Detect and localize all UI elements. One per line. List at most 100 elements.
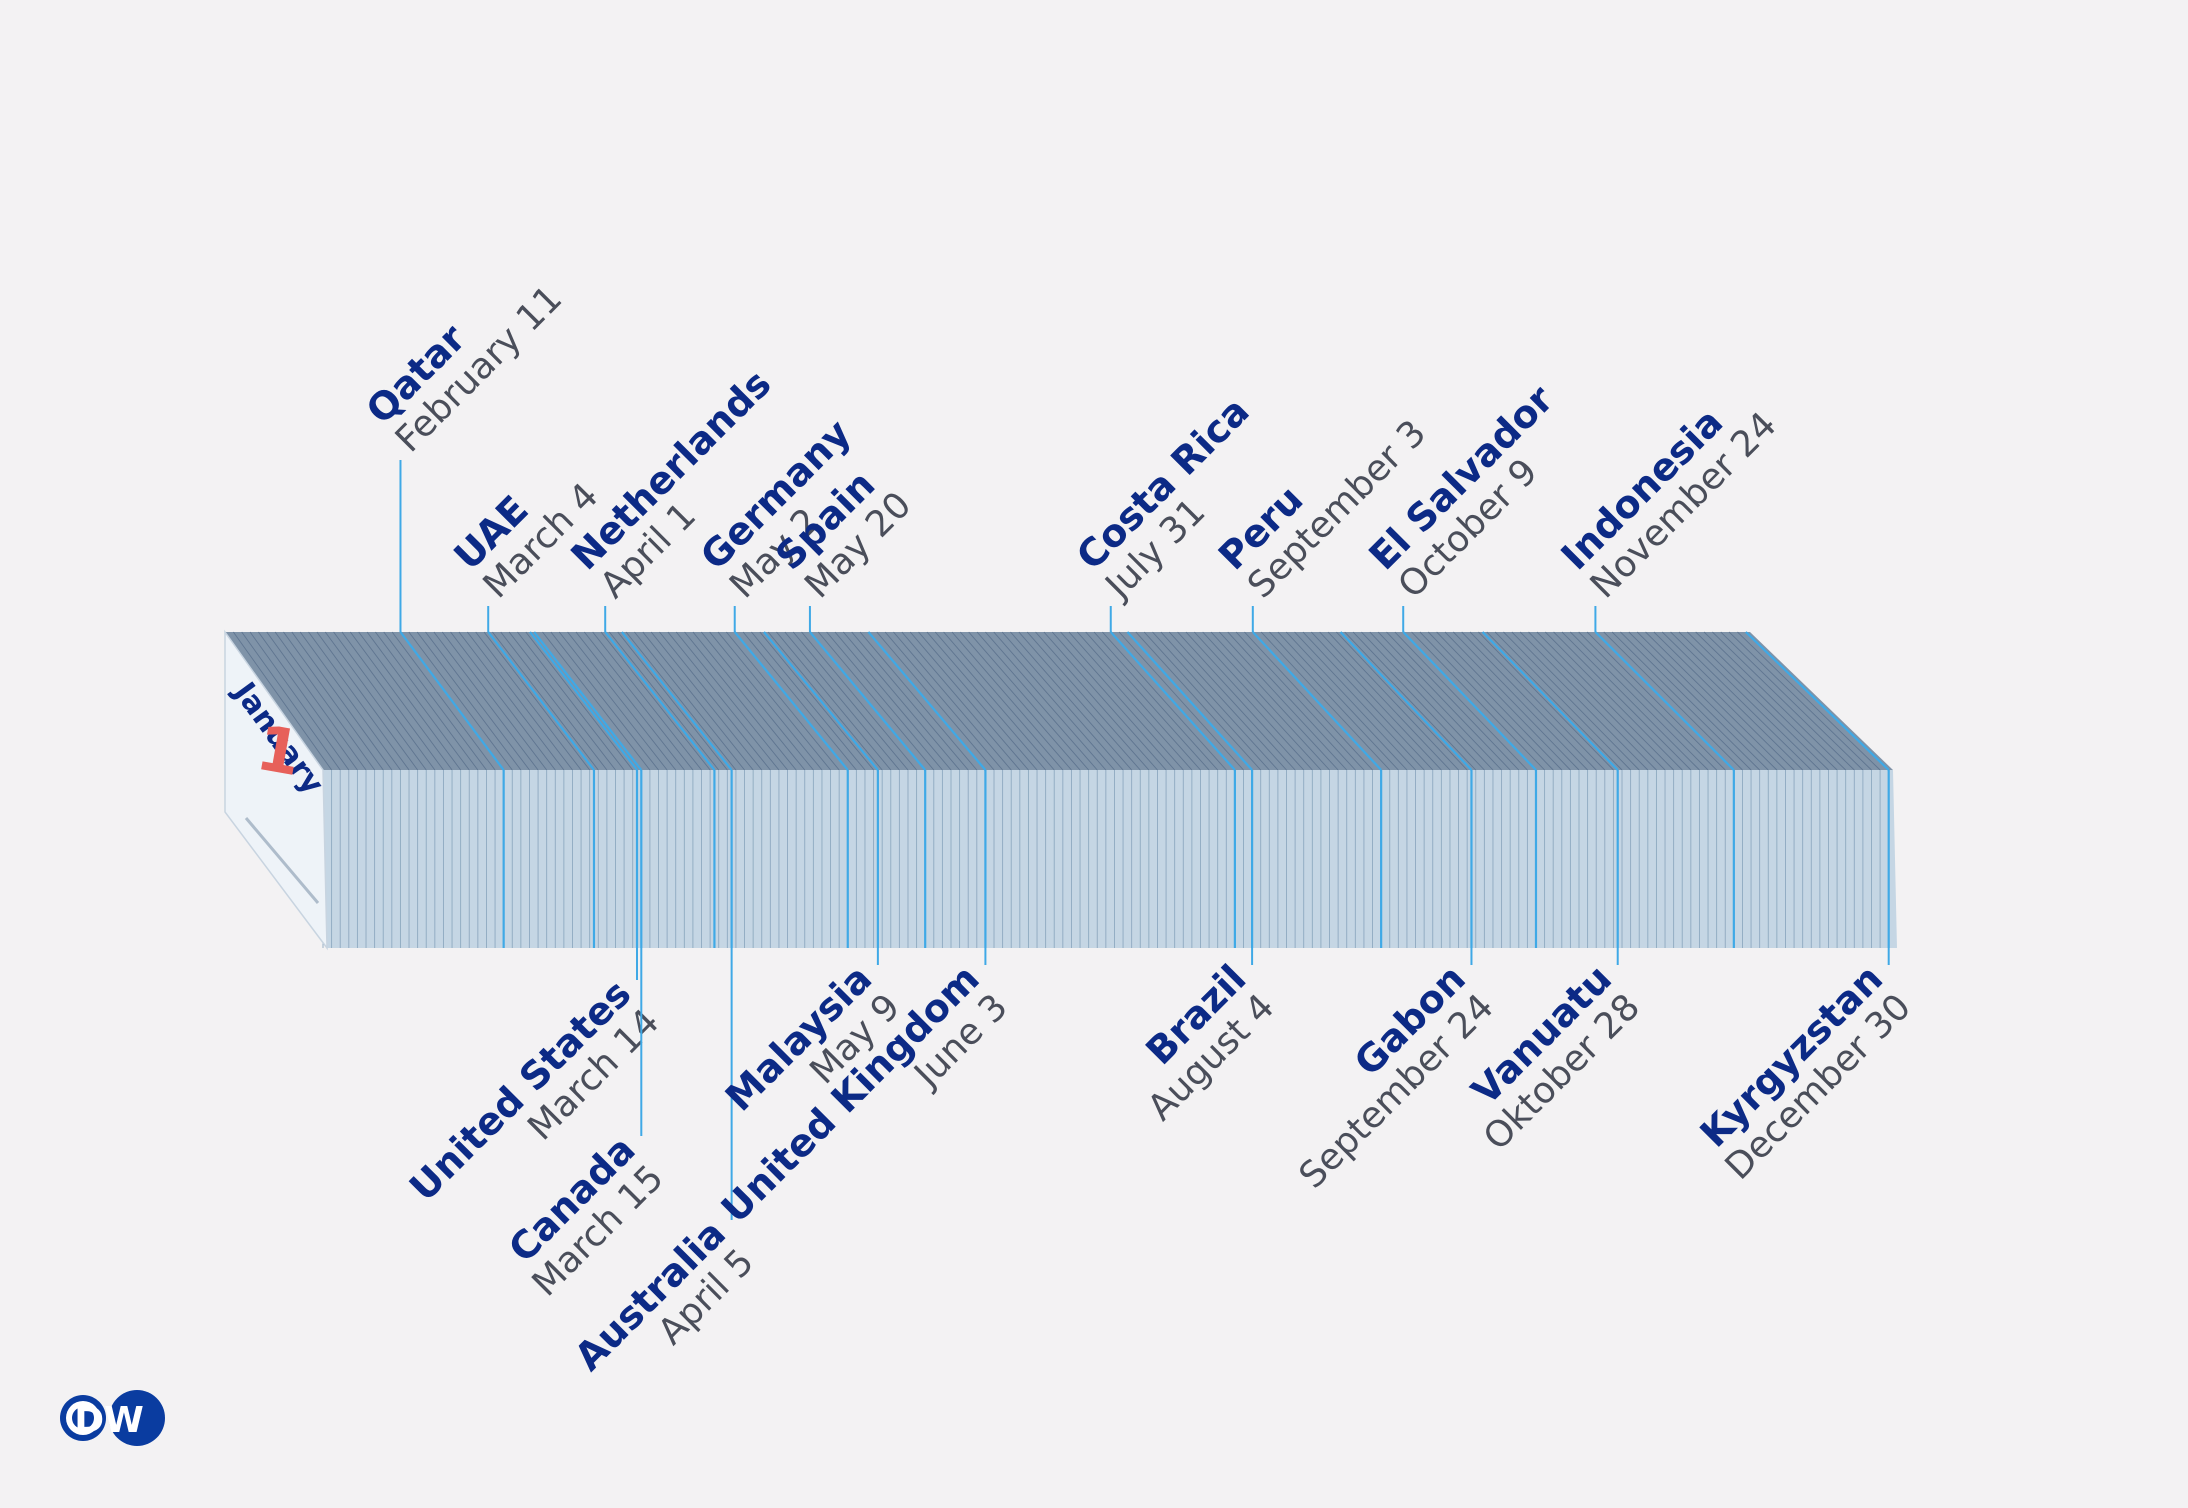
page-edge-top bbox=[1695, 631, 1838, 771]
calendar-front-face bbox=[323, 770, 1897, 948]
page-edge-top bbox=[475, 631, 582, 771]
page-edge-top bbox=[659, 631, 771, 771]
page-edge-top bbox=[1427, 631, 1563, 771]
page-edge-top bbox=[767, 631, 883, 771]
page-edge-top bbox=[617, 631, 728, 771]
page-edge-top bbox=[1503, 631, 1640, 771]
highlight-page-top bbox=[621, 631, 733, 771]
page-edge-top bbox=[291, 631, 393, 771]
page-edge-top bbox=[525, 631, 634, 771]
page-edge-top bbox=[1411, 631, 1545, 771]
page-edge-top bbox=[1519, 631, 1657, 771]
highlight-page-top bbox=[809, 631, 927, 771]
page-edge-top bbox=[801, 631, 917, 771]
highlight-page-top bbox=[1252, 631, 1382, 771]
page-edge-top bbox=[1294, 631, 1425, 771]
page-edge-top bbox=[985, 631, 1107, 771]
page-edge-top bbox=[1285, 631, 1416, 771]
page-edge-top bbox=[1703, 631, 1846, 771]
page-edge-top bbox=[893, 631, 1012, 771]
page-edge-top bbox=[333, 631, 436, 771]
page-edge-top bbox=[1352, 631, 1485, 771]
page-edge-top bbox=[1235, 631, 1365, 771]
page-edge-top bbox=[1177, 631, 1305, 771]
page-edge-top bbox=[726, 631, 840, 771]
page-edge-top bbox=[1544, 631, 1683, 771]
page-edge-top bbox=[926, 631, 1046, 771]
page-edge-top bbox=[550, 631, 659, 771]
page-edge-top bbox=[1645, 631, 1786, 771]
page-edge-top bbox=[817, 631, 935, 771]
highlight-page-top bbox=[1481, 631, 1619, 771]
page-edge-top bbox=[1737, 631, 1881, 771]
page-edge-top bbox=[859, 631, 978, 771]
page-edge-top bbox=[425, 631, 530, 771]
page-edge-top bbox=[650, 631, 763, 771]
page-edge-top bbox=[1687, 631, 1829, 771]
page-edge-top bbox=[266, 631, 367, 771]
page-edge-top bbox=[1620, 631, 1760, 771]
page-edge-top bbox=[1277, 631, 1408, 771]
page-edge-top bbox=[1143, 631, 1270, 771]
page-edge-top bbox=[349, 631, 453, 771]
page-edge-top bbox=[1076, 631, 1201, 771]
highlight-page-top bbox=[529, 631, 638, 771]
page-edge-top bbox=[843, 631, 960, 771]
page-edge-top bbox=[1336, 631, 1468, 771]
page-edge-top bbox=[776, 631, 892, 771]
page-edge-top bbox=[1185, 631, 1313, 771]
page-edge-top bbox=[1478, 631, 1614, 771]
page-edge-top bbox=[466, 631, 573, 771]
page-edge-top bbox=[1160, 631, 1287, 771]
highlight-page-top bbox=[763, 631, 879, 771]
page-edge-top bbox=[341, 631, 444, 771]
page-edge-top bbox=[299, 631, 401, 771]
page-edge-top bbox=[1035, 631, 1158, 771]
page-edge-top bbox=[717, 631, 831, 771]
page-edge-top bbox=[483, 631, 591, 771]
page-edge-top bbox=[508, 631, 616, 771]
page-edge-top bbox=[583, 631, 694, 771]
page-edge-top bbox=[1202, 631, 1330, 771]
page-edge-top bbox=[1010, 631, 1132, 771]
page-edge-top bbox=[232, 631, 332, 771]
page-edge-top bbox=[283, 631, 384, 771]
page-edge-top bbox=[308, 631, 410, 771]
page-edge-top bbox=[1678, 631, 1821, 771]
page-edge-top bbox=[558, 631, 668, 771]
page-edge-top bbox=[1244, 631, 1373, 771]
page-edge-top bbox=[1269, 631, 1399, 771]
page-edge-top bbox=[1670, 631, 1812, 771]
calendar-top-face bbox=[225, 632, 1893, 770]
page-edge-top bbox=[600, 631, 711, 771]
page-edge-top bbox=[826, 631, 943, 771]
page-edge-top bbox=[1419, 631, 1554, 771]
page-edge-top bbox=[1060, 631, 1184, 771]
highlight-page-top bbox=[604, 631, 716, 771]
page-edge-top bbox=[1661, 631, 1803, 771]
page-edge-top bbox=[884, 631, 1003, 771]
page-edge-top bbox=[834, 631, 952, 771]
page-edge-top bbox=[876, 631, 995, 771]
page-edge-top bbox=[1026, 631, 1150, 771]
page-edge-top bbox=[1469, 631, 1606, 771]
page-edge-top bbox=[575, 631, 685, 771]
page-edge-top bbox=[951, 631, 1072, 771]
highlight-page-top bbox=[1339, 631, 1473, 771]
page-edge-top bbox=[1720, 631, 1864, 771]
highlight-page-top bbox=[1402, 631, 1537, 771]
page-edge-top bbox=[408, 631, 513, 771]
page-edge-top bbox=[241, 631, 341, 771]
page-edge-top bbox=[976, 631, 1098, 771]
page-edge-top bbox=[492, 631, 599, 771]
page-edge-top bbox=[1394, 631, 1528, 771]
page-edge-top bbox=[1386, 631, 1520, 771]
highlight-page-top bbox=[867, 631, 987, 771]
page-edge-top bbox=[416, 631, 522, 771]
page-edge-top bbox=[441, 631, 548, 771]
page-edge-top bbox=[383, 631, 487, 771]
page-edge-top bbox=[675, 631, 788, 771]
page-edge-top bbox=[1210, 631, 1339, 771]
page-edge-top bbox=[1436, 631, 1571, 771]
logo-text: DW bbox=[74, 1400, 144, 1441]
